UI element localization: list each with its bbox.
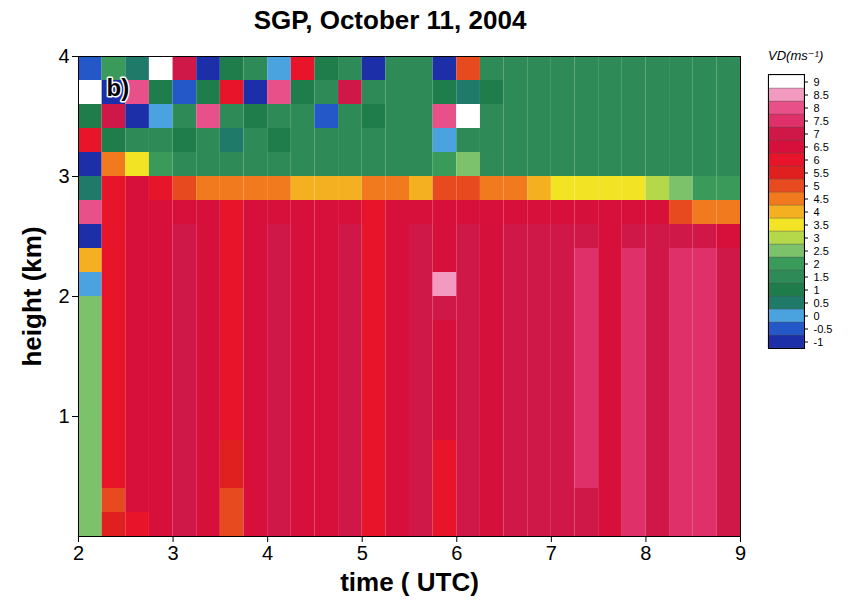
svg-text:b): b) xyxy=(107,74,130,101)
svg-text:6: 6 xyxy=(451,542,462,564)
svg-text:2: 2 xyxy=(73,542,84,564)
svg-text:-1: -1 xyxy=(814,336,824,348)
svg-text:7: 7 xyxy=(546,542,557,564)
html-text:SGP, October 11, 2004: SGP, October 11, 2004 xyxy=(253,5,527,35)
svg-text:0.5: 0.5 xyxy=(814,297,829,309)
svg-text:0: 0 xyxy=(814,310,820,322)
svg-text:8: 8 xyxy=(640,542,651,564)
svg-text:3: 3 xyxy=(58,165,69,187)
svg-text:2: 2 xyxy=(58,285,69,307)
svg-text:3.5: 3.5 xyxy=(814,219,829,231)
svg-text:5: 5 xyxy=(357,542,368,564)
svg-text:6.5: 6.5 xyxy=(814,141,829,153)
svg-text:4: 4 xyxy=(262,542,273,564)
svg-text:9: 9 xyxy=(814,76,820,88)
svg-text:9: 9 xyxy=(735,542,746,564)
svg-text:4: 4 xyxy=(58,45,69,67)
svg-text:4: 4 xyxy=(814,206,820,218)
svg-text:6: 6 xyxy=(814,154,820,166)
svg-text:8: 8 xyxy=(814,102,820,114)
svg-text:1.5: 1.5 xyxy=(814,271,829,283)
html-text:VD(ms⁻¹): VD(ms⁻¹) xyxy=(768,48,824,63)
svg-text:time ( UTC): time ( UTC) xyxy=(340,567,479,597)
svg-text:2: 2 xyxy=(814,258,820,270)
svg-text:5: 5 xyxy=(814,180,820,192)
svg-text:1: 1 xyxy=(58,405,69,427)
svg-text:4.5: 4.5 xyxy=(814,193,829,205)
svg-text:3: 3 xyxy=(814,232,820,244)
svg-text:3: 3 xyxy=(168,542,179,564)
svg-text:7: 7 xyxy=(814,128,820,140)
svg-text:2.5: 2.5 xyxy=(814,245,829,257)
svg-text:1: 1 xyxy=(814,284,820,296)
svg-text:5.5: 5.5 xyxy=(814,167,829,179)
svg-text:-0.5: -0.5 xyxy=(814,323,833,335)
svg-text:8.5: 8.5 xyxy=(814,89,829,101)
svg-text:7.5: 7.5 xyxy=(814,115,829,127)
svg-text:height (km): height (km) xyxy=(17,226,47,366)
